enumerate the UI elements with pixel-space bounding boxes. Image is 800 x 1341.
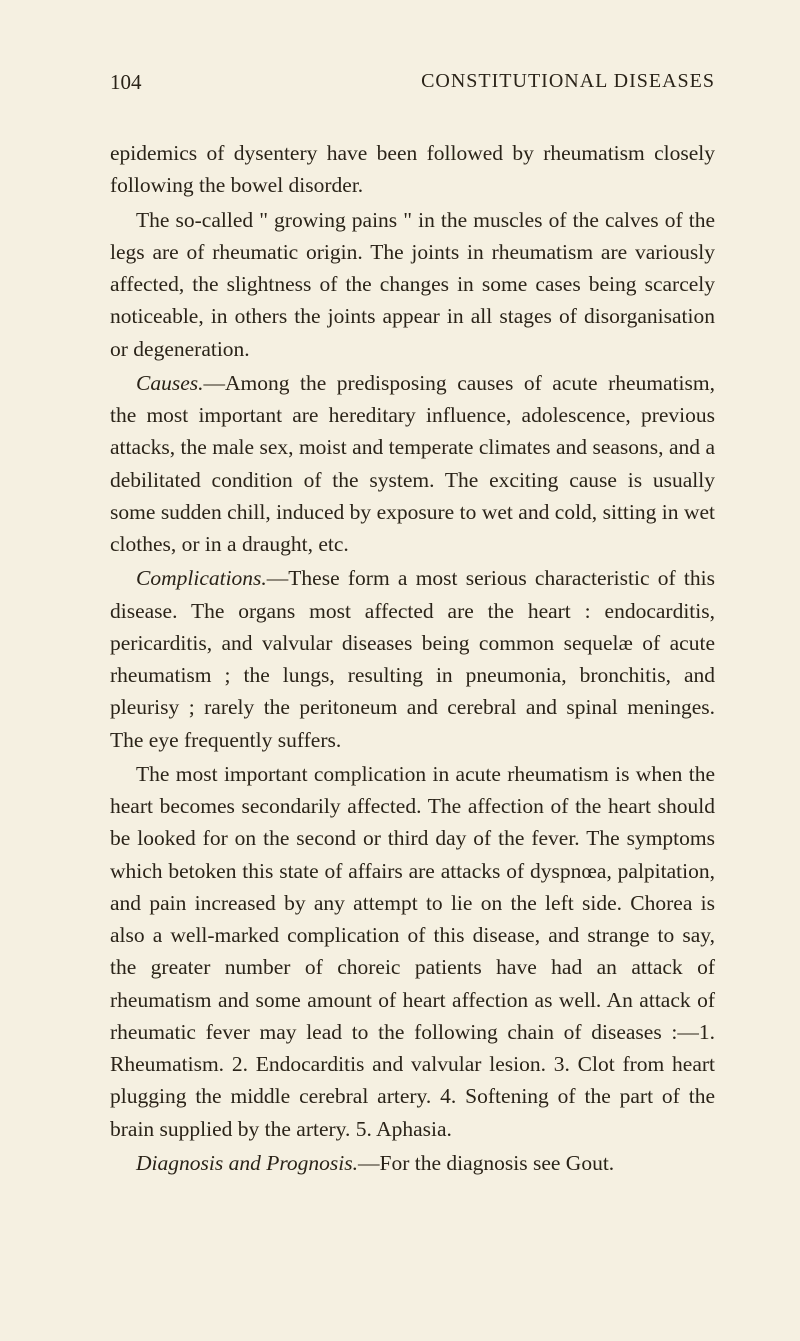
paragraph-4-text: —These form a most serious characteristi… xyxy=(110,566,715,751)
paragraph-4: Complications.—These form a most serious… xyxy=(110,562,715,756)
paragraph-3-text: —Among the predisposing causes of acute … xyxy=(110,371,715,556)
paragraph-5: The most important complication in acute… xyxy=(110,758,715,1145)
paragraph-2: The so-called " growing pains " in the m… xyxy=(110,204,715,365)
paragraph-6: Diagnosis and Prognosis.—For the diagnos… xyxy=(110,1147,715,1179)
section-label-complications: Complications. xyxy=(136,566,267,590)
body-text: epidemics of dysentery have been followe… xyxy=(110,137,715,1179)
section-label-diagnosis: Diagnosis and Prognosis. xyxy=(136,1151,358,1175)
chapter-title: CONSTITUTIONAL DISEASES xyxy=(421,70,715,95)
paragraph-1: epidemics of dysentery have been followe… xyxy=(110,137,715,202)
paragraph-3: Causes.—Among the predisposing causes of… xyxy=(110,367,715,561)
page-header: 104 CONSTITUTIONAL DISEASES xyxy=(110,70,715,95)
page-number: 104 xyxy=(110,70,142,95)
section-label-causes: Causes. xyxy=(136,371,204,395)
paragraph-6-text: —For the diagnosis see Gout. xyxy=(358,1151,614,1175)
